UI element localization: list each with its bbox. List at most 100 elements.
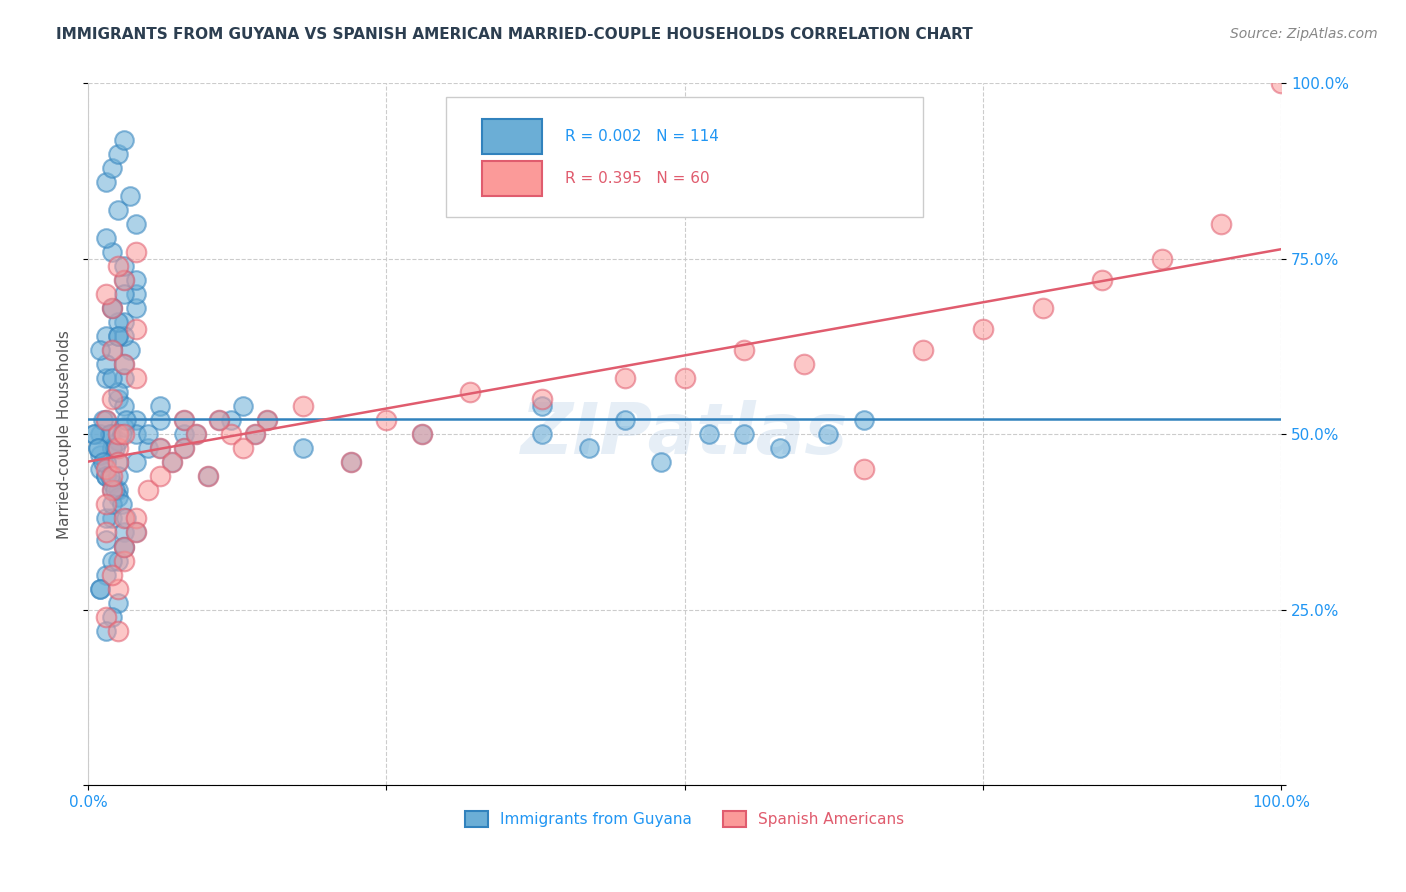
Point [101,567,124,582]
Point [96,498,118,512]
Point [107,455,129,469]
Point [852,462,875,476]
Point [208,413,231,427]
Point [101,244,124,259]
Point [112,540,135,554]
Point [149,399,172,413]
Point [89,462,111,476]
Point [111,427,134,442]
Point [87,442,110,456]
Point [173,427,195,442]
Point [112,427,135,442]
Point [107,582,129,596]
Point [817,427,839,442]
Point [125,273,148,287]
Point [91,413,114,427]
Point [530,399,553,413]
Point [89,427,111,442]
Point [96,357,118,371]
Point [650,455,672,469]
Point [107,442,129,456]
Point [136,442,159,456]
Point [673,371,696,385]
Point [101,483,124,498]
Point [125,244,148,259]
Point [112,540,135,554]
Point [292,399,315,413]
Point [89,448,111,462]
Point [852,413,875,427]
Point [96,567,118,582]
Point [101,498,124,512]
Point [89,582,111,596]
Point [112,553,135,567]
Point [245,427,267,442]
Point [107,329,129,343]
Point [101,442,124,456]
Point [89,343,111,357]
Point [125,322,148,336]
Point [101,301,124,315]
Point [96,609,118,624]
Point [107,624,129,638]
Point [101,343,124,357]
Point [769,442,792,456]
Point [111,498,134,512]
Point [101,442,124,456]
Point [101,301,124,315]
Point [107,596,129,610]
Point [160,455,183,469]
Point [173,413,195,427]
Point [101,392,124,407]
Point [149,413,172,427]
Point [160,455,183,469]
Point [256,413,278,427]
Point [107,491,129,505]
Point [96,175,118,189]
Point [149,442,172,456]
Point [125,427,148,442]
Point [115,511,138,525]
Point [578,442,600,456]
Point [96,462,118,476]
Point [98,427,121,442]
Point [96,287,118,301]
Point [96,469,118,483]
Point [912,343,935,357]
Point [112,525,135,540]
Point [125,371,148,385]
Point [125,511,148,525]
Point [112,511,135,525]
Point [411,427,433,442]
Point [112,273,135,287]
Point [112,420,135,434]
Legend: Immigrants from Guyana, Spanish Americans: Immigrants from Guyana, Spanish American… [460,805,910,834]
Point [1270,77,1292,91]
Point [98,469,121,483]
Point [184,427,207,442]
Point [149,469,172,483]
Point [112,287,135,301]
Point [530,427,553,442]
Point [173,442,195,456]
Point [103,483,125,498]
Point [107,315,129,329]
Text: IMMIGRANTS FROM GUYANA VS SPANISH AMERICAN MARRIED-COUPLE HOUSEHOLDS CORRELATION: IMMIGRANTS FROM GUYANA VS SPANISH AMERIC… [56,27,973,42]
Point [972,322,994,336]
Point [115,413,138,427]
Text: Source: ZipAtlas.com: Source: ZipAtlas.com [1230,27,1378,41]
Point [112,399,135,413]
Point [107,469,129,483]
Point [96,525,118,540]
Point [125,217,148,231]
Point [112,273,135,287]
FancyBboxPatch shape [446,97,924,217]
Bar [482,161,541,195]
Point [101,483,124,498]
Point [118,343,141,357]
Point [112,357,135,371]
Text: ZIPatlas: ZIPatlas [522,400,848,469]
Point [96,329,118,343]
Point [101,553,124,567]
Point [107,553,129,567]
